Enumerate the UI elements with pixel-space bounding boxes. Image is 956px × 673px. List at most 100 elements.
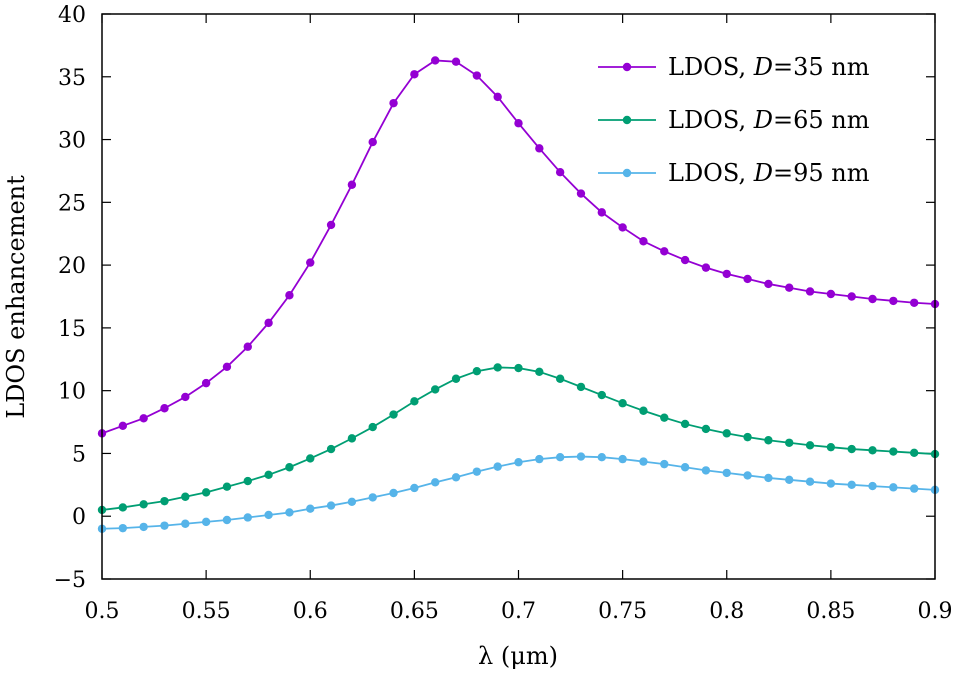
data-point <box>285 291 294 300</box>
data-point <box>701 466 711 475</box>
data-point <box>889 447 898 456</box>
data-point <box>785 283 794 292</box>
data-point <box>118 503 128 512</box>
series-2 <box>97 363 940 515</box>
data-point <box>389 410 398 419</box>
data-point <box>243 513 252 522</box>
legend-label-variable: D <box>753 159 773 187</box>
data-point <box>181 492 190 501</box>
data-point <box>264 470 273 479</box>
x-tick-label: 0.75 <box>598 599 647 624</box>
plot-frame <box>101 13 936 580</box>
legend-marker <box>622 168 632 178</box>
data-point <box>805 287 815 296</box>
data-point <box>326 444 336 454</box>
data-point <box>472 71 482 80</box>
y-tick-label: 20 <box>58 254 86 279</box>
legend-item-3: LDOS, D=95 nm <box>598 159 870 187</box>
data-point <box>639 237 648 246</box>
data-point <box>222 515 232 525</box>
data-point <box>139 500 148 509</box>
data-point <box>306 454 315 463</box>
data-point <box>368 493 377 502</box>
data-point <box>410 483 419 493</box>
data-point <box>868 446 877 455</box>
data-point <box>660 247 669 256</box>
data-point <box>868 481 877 491</box>
data-point <box>201 517 211 527</box>
data-point <box>243 342 252 351</box>
data-point <box>139 414 148 423</box>
data-point <box>472 367 482 376</box>
data-point <box>493 92 502 102</box>
data-point <box>201 488 211 497</box>
y-tick-label: 30 <box>58 129 86 154</box>
data-point <box>826 289 836 299</box>
data-point <box>576 189 586 198</box>
data-point <box>326 501 336 510</box>
x-tick-label: 0.8 <box>709 599 744 624</box>
data-point <box>535 367 544 377</box>
data-point <box>306 258 315 267</box>
data-point <box>493 462 502 471</box>
data-point <box>680 463 690 472</box>
data-point <box>680 255 690 265</box>
legend-label-suffix: =65 nm <box>773 106 870 134</box>
data-point <box>868 294 877 304</box>
data-point <box>618 454 627 464</box>
data-point <box>160 496 169 506</box>
data-point <box>201 378 211 388</box>
data-point <box>826 479 836 488</box>
data-point <box>909 298 919 307</box>
data-point <box>451 374 461 383</box>
y-tick-label: 40 <box>58 3 86 28</box>
data-point <box>368 137 377 147</box>
y-tick-label: −5 <box>54 568 86 593</box>
data-point <box>847 444 856 454</box>
y-tick-label: 15 <box>58 317 86 342</box>
x-axis-title: λ (μm) <box>478 642 558 670</box>
legend-label: LDOS, D=65 nm <box>668 106 870 134</box>
data-point <box>743 274 752 284</box>
data-point <box>764 279 773 289</box>
data-point <box>160 521 169 530</box>
data-point <box>660 459 669 469</box>
x-tick-label: 0.7 <box>501 599 536 624</box>
data-point <box>722 468 731 478</box>
legend-label-suffix: =35 nm <box>773 53 870 81</box>
legend-label-variable: D <box>753 106 773 134</box>
data-point <box>389 98 398 108</box>
legend-label: LDOS, D=35 nm <box>668 53 870 81</box>
y-tick-label: 10 <box>58 380 86 405</box>
data-point <box>431 385 440 394</box>
data-point <box>514 363 523 373</box>
data-point <box>660 413 669 422</box>
data-point <box>181 392 190 402</box>
data-point <box>389 488 398 498</box>
data-point <box>785 475 794 485</box>
data-point <box>264 318 273 328</box>
data-point <box>597 390 606 400</box>
data-point <box>555 168 565 177</box>
data-point <box>243 476 252 486</box>
x-tick-label: 0.85 <box>806 599 855 624</box>
data-point <box>222 362 232 372</box>
data-point <box>431 478 440 487</box>
legend-label: LDOS, D=95 nm <box>668 159 870 187</box>
data-point <box>909 484 919 493</box>
data-point <box>514 458 523 467</box>
legend-label-prefix: LDOS, <box>668 159 754 187</box>
data-point <box>326 220 336 230</box>
data-point <box>555 374 565 383</box>
legend-item-2: LDOS, D=65 nm <box>598 106 870 134</box>
data-point <box>118 523 128 533</box>
series-3 <box>97 452 940 533</box>
data-point <box>285 508 294 517</box>
data-point <box>597 208 606 217</box>
y-tick-label: 0 <box>72 505 86 530</box>
data-point <box>264 510 273 520</box>
legend-marker <box>622 62 632 72</box>
data-point <box>306 504 315 513</box>
